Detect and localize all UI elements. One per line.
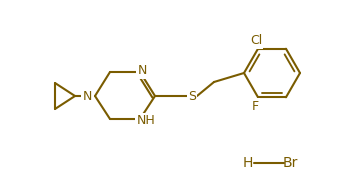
Text: NH: NH bbox=[136, 115, 155, 128]
Text: N: N bbox=[82, 90, 92, 102]
Text: Cl: Cl bbox=[250, 34, 262, 47]
Text: H: H bbox=[243, 156, 253, 170]
Text: F: F bbox=[251, 100, 259, 113]
Text: Br: Br bbox=[282, 156, 298, 170]
Text: S: S bbox=[188, 90, 196, 102]
Text: N: N bbox=[137, 64, 147, 77]
